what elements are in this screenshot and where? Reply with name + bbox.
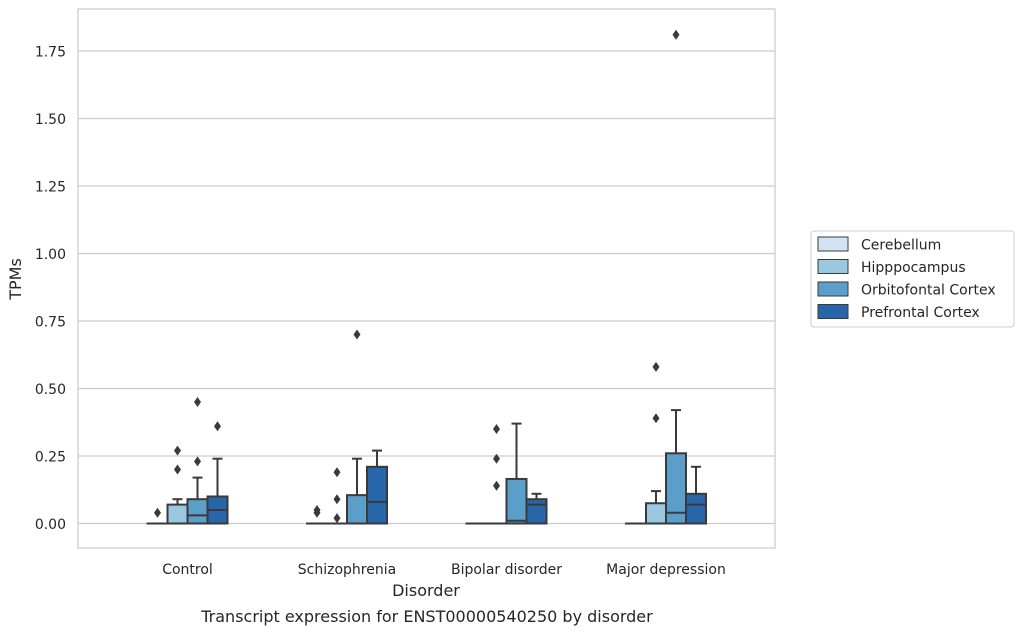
box-group: [168, 446, 188, 524]
legend-label: Orbitofontal Cortex: [861, 283, 996, 299]
y-tick-label: 0.25: [35, 450, 66, 466]
x-tick-label: Major depression: [606, 562, 726, 578]
box: [347, 495, 367, 523]
x-tick-label: Bipolar disorder: [451, 562, 562, 578]
x-axis-ticks: Control Schizophrenia Bipolar disorder Majo…: [162, 562, 726, 578]
chart-caption: Transcript expression for ENST0000054025…: [200, 607, 653, 626]
x-axis-label: Disorder: [392, 581, 460, 600]
legend-swatch: [818, 282, 848, 296]
outlier-point: [214, 421, 221, 431]
y-tick-label: 0.75: [35, 315, 66, 331]
legend-label: Hipppocampus: [861, 260, 966, 276]
outlier-point: [154, 508, 161, 518]
box-group: [347, 330, 367, 524]
box-group: [686, 467, 706, 524]
box: [507, 479, 527, 524]
box: [168, 505, 188, 524]
outlier-point: [493, 454, 500, 464]
y-tick-label: 1.75: [35, 45, 66, 61]
box: [686, 494, 706, 524]
outlier-point: [653, 413, 660, 423]
box-group: [148, 508, 168, 524]
legend-label: Cerebellum: [861, 238, 941, 254]
outlier-point: [334, 494, 341, 504]
y-tick-label: 1.25: [35, 180, 66, 196]
outlier-point: [194, 456, 201, 466]
legend-swatch: [818, 260, 848, 274]
legend-swatch: [818, 237, 848, 251]
box: [188, 499, 208, 523]
y-axis-label: TPMs: [6, 258, 25, 301]
outlier-point: [174, 446, 181, 456]
outlier-point: [194, 397, 201, 407]
box-group: [487, 424, 507, 524]
y-tick-label: 0.00: [35, 517, 66, 533]
x-tick-label: Schizophrenia: [298, 562, 396, 578]
legend: Cerebellum Hipppocampus Orbitofontal Corte…: [811, 231, 1014, 327]
x-tick-label: Control: [162, 562, 213, 578]
outlier-point: [653, 362, 660, 372]
box-group: [327, 467, 347, 523]
y-tick-label: 0.50: [35, 382, 66, 398]
legend-swatch: [818, 305, 848, 319]
outlier-point: [493, 481, 500, 491]
outlier-point: [334, 513, 341, 523]
outlier-point: [334, 467, 341, 477]
box-group: [367, 451, 387, 524]
box: [527, 499, 547, 523]
box-series: [208, 421, 707, 523]
box-group: [188, 397, 208, 524]
box: [646, 503, 666, 523]
box-series: [188, 30, 687, 524]
legend-label: Prefrontal Cortex: [861, 305, 980, 321]
box-group: [307, 505, 327, 524]
box-group: [527, 494, 547, 524]
outlier-point: [493, 424, 500, 434]
outlier-point: [673, 30, 680, 40]
y-tick-label: 1.00: [35, 247, 66, 263]
box-group: [646, 362, 666, 524]
box: [367, 467, 387, 524]
outlier-point: [354, 330, 361, 340]
outlier-point: [174, 465, 181, 475]
box-series-layer: [148, 30, 707, 524]
y-tick-label: 1.50: [35, 112, 66, 128]
box-series: [168, 362, 667, 524]
box-group: [208, 421, 228, 523]
y-axis-ticks: 0.00 0.25 0.50 0.75 1.00 1.25 1.50 1.75: [35, 45, 66, 534]
box-group: [507, 424, 527, 524]
box-group: [666, 30, 686, 524]
